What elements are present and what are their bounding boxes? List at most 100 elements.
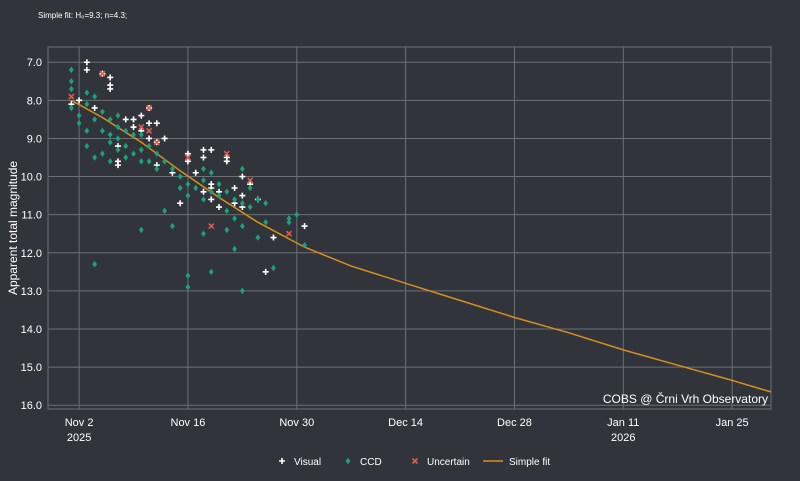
legend-label-ccd: CCD (360, 457, 382, 468)
visual-point (270, 234, 277, 241)
y-tick-label: 10.0 (21, 172, 42, 184)
x-tick-label: Jan 11 (607, 417, 639, 429)
ccd-point (146, 142, 152, 150)
ccd-point (107, 116, 113, 123)
ccd-point (239, 200, 245, 207)
x-tick-label: Jan 25 (716, 417, 749, 429)
ccd-point (68, 66, 74, 74)
legend-swatch-visual (279, 458, 285, 464)
ccd-point (201, 230, 206, 237)
ccd-point (255, 196, 261, 203)
ccd-point (131, 150, 136, 157)
uncertain-point (223, 150, 230, 157)
uncertain-point (153, 139, 160, 146)
legend-label-visual: Visual (294, 457, 321, 468)
ccd-point (92, 93, 98, 100)
y-tick-label: 11.0 (21, 210, 42, 222)
ccd-point (255, 234, 261, 241)
x-tick-label: Dec 14 (388, 417, 423, 429)
ccd-point (232, 196, 237, 203)
ccd-point (68, 78, 74, 85)
ccd-point (193, 184, 199, 192)
visual-point (262, 268, 269, 275)
uncertain-point (99, 70, 106, 77)
ccd-point (76, 120, 82, 127)
ccd-point (146, 158, 152, 165)
visual-point (200, 188, 207, 195)
y-tick-label: 8.0 (27, 95, 42, 107)
ccd-point (271, 264, 276, 272)
uncertain-point (208, 223, 215, 230)
ccd-point (68, 104, 74, 112)
legend-label-uncertain: Uncertain (427, 457, 470, 468)
visual-point (83, 59, 90, 66)
watermark: COBS @ Črni Vrh Observatory (603, 391, 768, 406)
visual-point (146, 135, 153, 142)
ccd-point (224, 207, 230, 215)
ccd-point (123, 154, 129, 161)
visual-point (239, 173, 246, 180)
ccd-point (123, 127, 129, 135)
plot-frame (47, 46, 772, 410)
ccd-point (232, 245, 237, 253)
ccd-point (216, 180, 222, 188)
visual-point (107, 85, 114, 92)
ccd-point (100, 150, 105, 157)
x-tick-year-label: 2025 (67, 432, 91, 444)
ccd-point (247, 203, 253, 211)
y-tick-label: 13.0 (21, 286, 42, 298)
visual-point (192, 169, 199, 176)
ccd-point (239, 287, 245, 295)
visual-point (76, 97, 83, 104)
ccd-point (115, 146, 121, 154)
visual-point (200, 154, 207, 161)
visual-point (83, 66, 90, 73)
ccd-point (224, 188, 230, 195)
ccd-point (263, 200, 269, 207)
ccd-point (115, 112, 121, 119)
ccd-point (84, 127, 90, 135)
ccd-point (208, 268, 214, 276)
ccd-point (216, 192, 222, 199)
legend-swatch-uncertain (411, 457, 419, 465)
ccd-point (107, 139, 113, 146)
visual-point (138, 112, 145, 119)
ccd-point (84, 89, 90, 96)
uncertain-point (145, 127, 153, 134)
ccd-point (154, 165, 160, 173)
visual-point (107, 74, 114, 81)
visual-point (239, 192, 246, 199)
visual-point (216, 204, 223, 211)
visual-point (153, 120, 160, 127)
y-tick-label: 14.0 (21, 324, 42, 336)
visual-point (208, 196, 215, 203)
ccd-point (185, 180, 191, 188)
ccd-point (201, 196, 206, 203)
y-tick-label: 9.0 (27, 133, 42, 145)
ccd-point (92, 154, 98, 161)
ccd-point (177, 184, 183, 192)
x-tick-label: Dec 28 (497, 417, 532, 429)
ccd-point (131, 131, 136, 138)
ccd-point (100, 108, 105, 115)
ccd-point (302, 241, 307, 249)
ccd-point (224, 226, 230, 234)
ccd-point (185, 283, 191, 291)
ccd-point (263, 219, 269, 226)
visual-point (208, 146, 215, 153)
visual-point (200, 146, 207, 153)
ccd-point (68, 85, 74, 93)
visual-point (161, 135, 168, 142)
y-axis-label: Apparent total magnitude (6, 161, 20, 295)
ccd-point (138, 158, 144, 165)
ccd-point (185, 192, 191, 199)
ccd-point (169, 165, 175, 173)
ccd-point (247, 184, 253, 192)
x-tick-year-label: 2026 (611, 432, 635, 444)
ccd-point (286, 215, 292, 222)
ccd-point (177, 173, 183, 180)
x-tick-label: Nov 30 (279, 417, 314, 429)
ccd-point (115, 135, 121, 142)
ccd-point (92, 116, 98, 123)
legend: Visual CCD Uncertain Simple fit (279, 457, 550, 468)
